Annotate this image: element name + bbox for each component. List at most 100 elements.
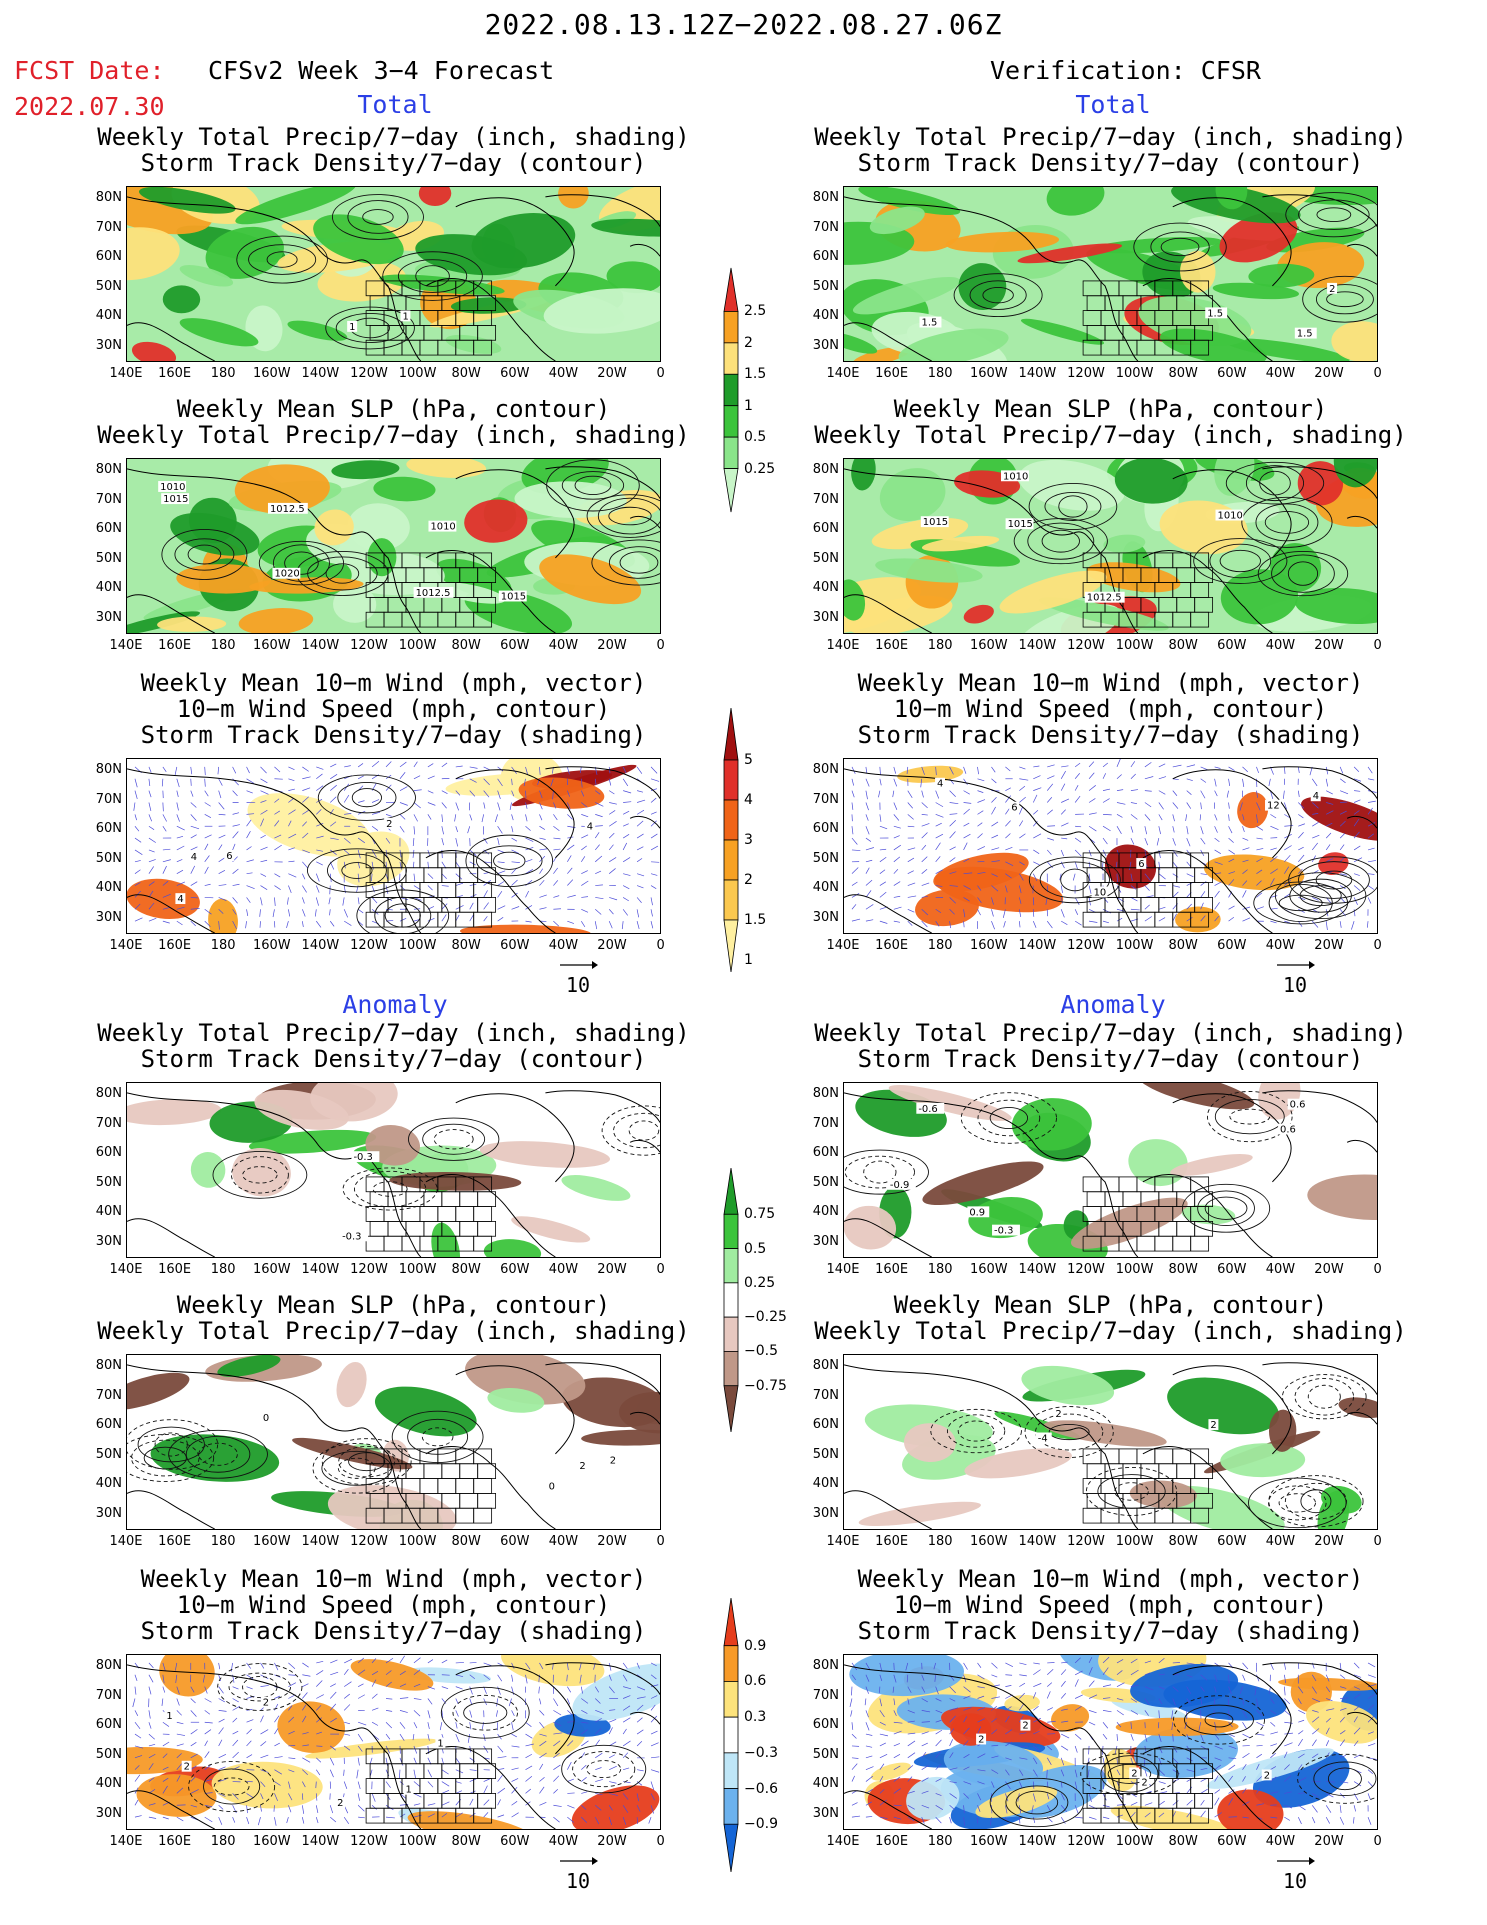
contour-label: 4	[935, 777, 946, 790]
contour-label: 2	[577, 1460, 588, 1472]
colorbar-precip-anomaly	[723, 1167, 739, 1433]
lat-tick-label: 40N	[95, 1476, 122, 1491]
svg-text:2: 2	[1141, 1777, 1147, 1788]
svg-text:1015: 1015	[1008, 519, 1033, 530]
lat-tick-label: 80N	[812, 1358, 839, 1373]
lon-tick-label: 160W	[969, 1834, 1008, 1849]
lon-tick-label: 100W	[1115, 366, 1154, 381]
lon-tick-label: 180	[210, 1262, 236, 1277]
panel-title-line: 10−m Wind Speed (mph, contour)	[176, 695, 611, 723]
svg-text:1: 1	[402, 311, 408, 322]
fc-anom-precip-title: Weekly Total Precip/7−day (inch, shading…	[96, 1020, 691, 1072]
svg-text:-0.3: -0.3	[342, 1231, 361, 1242]
lat-tick-label: 40N	[95, 1776, 122, 1791]
lon-tick-label: 0	[656, 938, 665, 953]
svg-text:2: 2	[386, 819, 392, 830]
fc-total-wind-map: 4 2 4 6 4	[126, 758, 661, 934]
svg-text:4: 4	[587, 821, 593, 832]
svg-text:2: 2	[263, 1698, 269, 1709]
contour-label: 2	[1327, 282, 1338, 295]
contour-label: 1	[347, 320, 358, 333]
lon-tick-label: 160E	[158, 938, 192, 953]
contour-label: 1.5	[1205, 307, 1228, 319]
lat-tick-label: 50N	[812, 278, 839, 294]
contour-label: 1010	[1215, 509, 1244, 522]
lon-tick-label: 20W	[597, 1262, 627, 1277]
lon-tick-label: 100W	[398, 1834, 437, 1849]
lat-tick-label: 80N	[812, 1658, 839, 1673]
lon-tick-label: 120W	[350, 1834, 388, 1849]
lon-tick-label: 160E	[875, 366, 909, 381]
svg-text:0.6: 0.6	[1280, 1125, 1296, 1136]
lat-tick-label: 80N	[95, 1086, 122, 1101]
lat-tick-label: 70N	[812, 791, 839, 807]
panel-title-line: 10−m Wind Speed (mph, contour)	[176, 1591, 611, 1619]
lon-tick-label: 0	[1373, 1262, 1382, 1277]
panel-title-line: Weekly Mean SLP (hPa, contour)	[893, 395, 1328, 423]
colorbar-tick-label: 0.6	[744, 1673, 767, 1690]
colorbar-tick-label: −0.9	[744, 1816, 778, 1833]
forecast-title: CFSv2 Week 3−4 Forecast	[208, 56, 555, 85]
lon-tick-label: 180	[210, 938, 236, 953]
contour-label: 1015	[161, 493, 190, 505]
contour-label: 1010	[158, 481, 187, 493]
svg-text:1: 1	[166, 1711, 172, 1722]
colorbar-tick-label: −0.6	[744, 1780, 778, 1797]
lon-tick-label: 40W	[1265, 1262, 1296, 1277]
svg-text:2: 2	[610, 1455, 616, 1466]
lon-tick-label: 140W	[301, 638, 340, 653]
fc-anom-precip-map: -0.3 -0.3	[126, 1082, 661, 1258]
lon-tick-label: 0	[1373, 938, 1382, 953]
panel-title-line: Weekly Total Precip/7−day (inch, shading…	[814, 421, 1407, 449]
lat-tick-label: 70N	[812, 1115, 839, 1131]
lon-tick-label: 180	[927, 938, 953, 953]
contour-label: 4	[1310, 790, 1321, 802]
contour-label: 4	[188, 851, 199, 863]
lat-tick-label: 50N	[812, 1446, 839, 1462]
lon-tick-label: 160E	[875, 1834, 909, 1849]
lat-tick-label: 50N	[95, 550, 122, 566]
contour-label: 2	[976, 1733, 987, 1745]
lon-tick-label: 60W	[500, 1534, 530, 1549]
svg-text:-0.9: -0.9	[890, 1180, 909, 1191]
colorbar-storm-total	[723, 707, 739, 973]
colorbar-tick-label: 0.3	[744, 1709, 767, 1726]
colorbar-tick-label: 3	[744, 832, 753, 848]
panel-title-line: Weekly Total Precip/7−day (inch, shading…	[97, 123, 690, 151]
contour-label: 1.5	[1294, 327, 1317, 340]
lat-tick-label: 70N	[812, 219, 839, 235]
lon-tick-label: 140E	[109, 1834, 143, 1849]
lon-tick-label: 140E	[109, 938, 143, 953]
vector-reference-arrow-icon	[560, 1857, 598, 1865]
vector-reference-arrow-icon	[1277, 1857, 1315, 1865]
lon-tick-label: 140E	[109, 366, 143, 381]
lon-tick-label: 140W	[1018, 1262, 1057, 1277]
svg-text:4: 4	[177, 894, 183, 905]
lon-tick-label: 80W	[451, 1262, 481, 1277]
colorbar-tick-label: 1	[744, 397, 753, 414]
svg-text:1015: 1015	[923, 517, 948, 528]
contour-label: 1010	[428, 520, 457, 533]
lon-tick-label: 100W	[1115, 1534, 1154, 1549]
lat-tick-label: 70N	[95, 791, 122, 807]
lon-tick-label: 0	[656, 1534, 665, 1549]
lon-tick-label: 160W	[969, 938, 1008, 953]
lon-tick-label: 180	[927, 1834, 953, 1849]
lon-tick-label: 0	[656, 366, 665, 381]
lon-tick-label: 140W	[1018, 638, 1057, 653]
lon-tick-label: 100W	[1115, 638, 1154, 653]
map-field: 2 2 1 1 2 1	[127, 1655, 660, 1829]
vector-reference-value: 10	[1282, 973, 1308, 997]
vf-anom-slp-title: Weekly Mean SLP (hPa, contour) Weekly Tot…	[813, 1292, 1408, 1344]
contour-label: 2	[384, 817, 395, 830]
lon-tick-label: 80W	[1168, 366, 1198, 381]
lat-tick-label: 80N	[95, 1358, 122, 1373]
svg-text:1012.5: 1012.5	[1087, 593, 1122, 604]
lon-tick-label: 0	[656, 638, 665, 653]
svg-text:0.9: 0.9	[969, 1207, 985, 1218]
lon-tick-label: 100W	[398, 938, 437, 953]
lon-tick-label: 140E	[109, 1262, 143, 1277]
contour-label: -0.6	[916, 1102, 945, 1115]
map-field: 4 2 4 6 4	[127, 759, 660, 933]
map-field: 11	[127, 187, 660, 361]
